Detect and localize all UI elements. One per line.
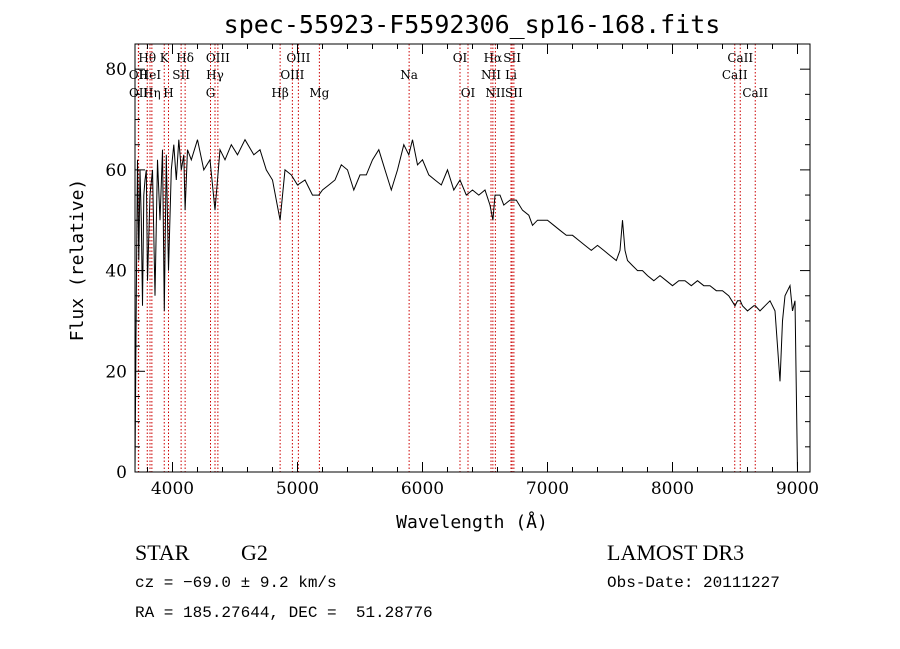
- line-marker-label: SII: [503, 51, 521, 65]
- line-marker-label: Hβ: [271, 86, 288, 100]
- line-marker-label: CaII: [742, 86, 768, 100]
- line-marker-label: OIII: [280, 68, 304, 82]
- line-marker-label: Hδ: [176, 51, 194, 65]
- coordinates-text: RA = 185.27644, DEC = 51.28776: [135, 604, 433, 622]
- line-marker-label: OII: [129, 68, 149, 82]
- x-tick-label: 6000: [401, 479, 444, 499]
- y-tick-label: 80: [105, 60, 127, 80]
- y-axis-label: Flux (relative): [67, 179, 88, 342]
- line-marker-label: Hθ: [138, 51, 156, 65]
- x-tick-label: 7000: [526, 479, 569, 499]
- y-tick-label: 60: [105, 161, 127, 181]
- line-marker-label: Hα: [484, 51, 503, 65]
- object-class: STAR: [135, 540, 190, 565]
- y-tick-label: 40: [105, 262, 127, 282]
- x-tick-label: 4000: [151, 479, 194, 499]
- line-marker-label: Mg: [309, 86, 329, 100]
- line-marker-label: G: [206, 86, 216, 100]
- line-marker-label: OI: [453, 51, 468, 65]
- line-marker-label: H: [163, 86, 173, 100]
- line-marker-label: Na: [400, 68, 418, 82]
- line-marker-label: CaII: [727, 51, 753, 65]
- line-marker-label: NII: [485, 86, 505, 100]
- line-marker-label: CaII: [722, 68, 748, 82]
- line-marker-label: SII: [172, 68, 190, 82]
- line-marker-label: SII: [505, 86, 523, 100]
- plot-frame: [134, 43, 811, 473]
- line-marker-label: OI: [461, 86, 476, 100]
- chart-title: spec-55923-F5592306_sp16-168.fits: [224, 10, 721, 39]
- line-marker-label: OIII: [206, 51, 230, 65]
- y-tick-label: 20: [105, 362, 127, 382]
- x-tick-label: 9000: [776, 479, 819, 499]
- line-marker-label: OII: [129, 86, 149, 100]
- line-marker-label: K: [160, 51, 170, 65]
- x-tick-label: 8000: [651, 479, 694, 499]
- x-axis-label: Wavelength (Å): [396, 511, 548, 533]
- axis-ticks: 4000 5000 6000 7000 8000 9000 0 20 40 60 80: [105, 44, 819, 499]
- x-tick-label: 5000: [276, 479, 319, 499]
- line-marker-label: Li: [505, 68, 517, 82]
- line-marker-label: NII: [481, 68, 501, 82]
- line-marker-label: Hη: [143, 86, 161, 100]
- redshift-text: cz = −69.0 ± 9.2 km/s: [135, 574, 337, 592]
- line-marker-label: OIII: [286, 51, 310, 65]
- line-marker-label: Hγ: [206, 68, 224, 82]
- observation-date: Obs-Date: 20111227: [607, 574, 780, 592]
- survey-name: LAMOST DR3: [607, 540, 745, 565]
- line-marker-label: HeI: [139, 68, 162, 82]
- object-subclass: G2: [241, 540, 268, 565]
- spectrum-series-line: [134, 138, 798, 473]
- y-tick-label: 0: [116, 463, 127, 483]
